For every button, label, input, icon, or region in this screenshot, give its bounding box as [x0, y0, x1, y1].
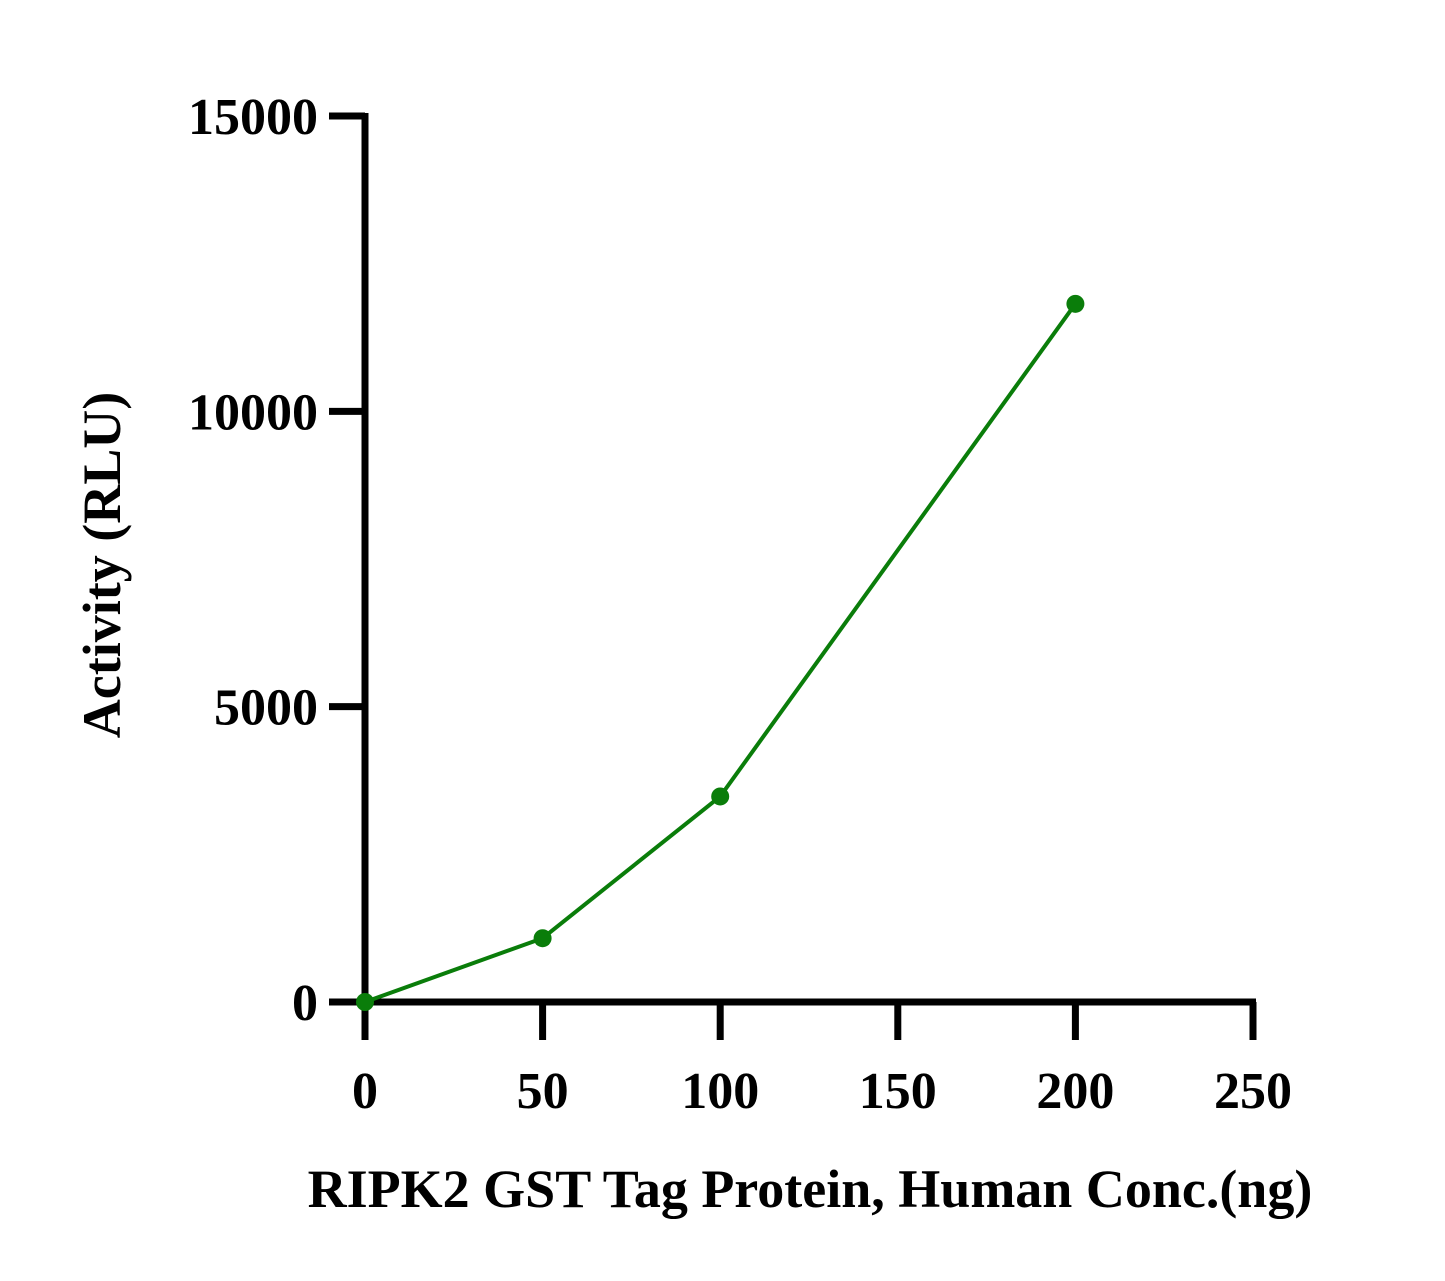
series — [356, 294, 1085, 1011]
x-axis-title: RIPK2 GST Tag Protein, Human Conc.(ng) — [308, 1159, 1313, 1219]
x-tick-label-3: 150 — [859, 1063, 937, 1120]
ticks: 0 50 100 150 200 250 0 5000 10000 15000 — [188, 89, 1292, 1120]
x-tick-label-5: 250 — [1214, 1063, 1292, 1120]
series-line-0 — [364, 302, 1078, 1004]
data-point-0-2 — [711, 787, 730, 806]
y-tick-label-2: 10000 — [188, 384, 318, 441]
x-tick-label-1: 50 — [517, 1063, 569, 1120]
data-point-0-3 — [1066, 294, 1085, 313]
y-tick-label-3: 15000 — [188, 89, 318, 146]
y-tick-label-1: 5000 — [214, 680, 318, 737]
axes — [329, 113, 1256, 1040]
data-point-0-1 — [533, 929, 552, 948]
x-tick-label-4: 200 — [1036, 1063, 1114, 1120]
data-point-0-0 — [356, 993, 374, 1011]
x-tick-label-0: 0 — [352, 1063, 378, 1120]
x-tick-label-2: 100 — [681, 1063, 759, 1120]
y-tick-label-0: 0 — [292, 975, 318, 1032]
y-axis-title: Activity (RLU) — [72, 392, 132, 738]
